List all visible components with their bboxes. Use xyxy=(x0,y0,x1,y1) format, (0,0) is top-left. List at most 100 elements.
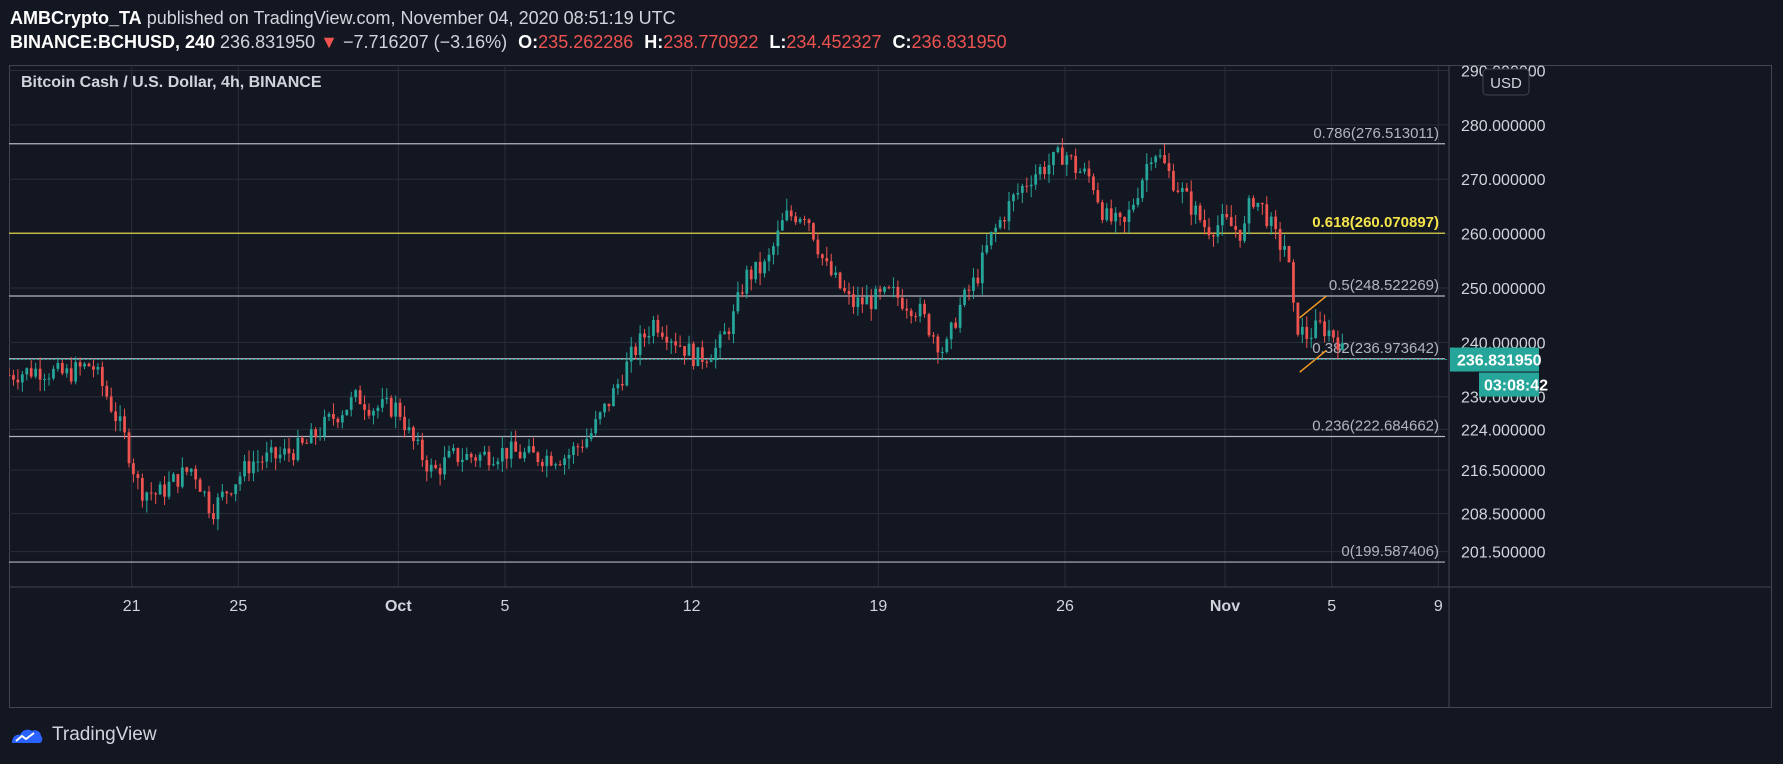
candle-body xyxy=(1269,216,1273,227)
candle-body xyxy=(376,407,380,411)
candle-body xyxy=(425,460,429,472)
candle-body xyxy=(620,384,624,386)
y-tick-label: 201.500000 xyxy=(1461,545,1546,562)
x-tick-label: 5 xyxy=(501,598,510,615)
candle-body xyxy=(967,289,971,291)
candle-body xyxy=(443,457,446,475)
candle-body xyxy=(723,331,726,335)
author-name[interactable]: AMBCrypto_TA xyxy=(10,8,142,28)
candle-body xyxy=(892,286,895,288)
candle-body xyxy=(274,447,278,459)
candle-body xyxy=(140,477,144,501)
candle-body xyxy=(1198,205,1202,220)
candle-body xyxy=(585,438,589,448)
candle-body xyxy=(878,288,882,292)
candle-body xyxy=(727,331,731,335)
candle-body xyxy=(1225,214,1229,218)
candle-body xyxy=(412,427,415,442)
candle-body xyxy=(1212,235,1215,237)
candle-body xyxy=(909,310,913,317)
y-tick-label: 270.000000 xyxy=(1461,172,1546,189)
candle-body xyxy=(229,493,233,495)
candle-body xyxy=(834,272,838,276)
candle-body xyxy=(136,474,140,478)
candle-body xyxy=(16,379,20,383)
candle-body xyxy=(83,363,86,367)
candle-body xyxy=(234,484,238,495)
candle-body xyxy=(1167,163,1171,171)
fib-level-label: 0.382(236.973642) xyxy=(1312,340,1439,357)
candle-body xyxy=(292,453,295,461)
candle-body xyxy=(1238,229,1242,241)
candle-body xyxy=(940,351,944,353)
candle-body xyxy=(1100,202,1104,220)
candle-body xyxy=(745,269,749,294)
candle-body xyxy=(838,272,842,289)
candle-body xyxy=(1340,343,1344,351)
candle-body xyxy=(252,461,255,474)
candle-body xyxy=(1323,321,1326,337)
candle-body xyxy=(1260,202,1264,205)
candle-body xyxy=(1234,226,1238,230)
candle-body xyxy=(763,261,766,274)
candle-body xyxy=(403,416,406,431)
candle-body xyxy=(758,261,762,274)
candle-body xyxy=(1118,212,1122,218)
candle-body xyxy=(847,291,851,295)
tradingview-brand[interactable]: TradingView xyxy=(52,724,157,745)
candle-body xyxy=(327,413,331,417)
candle-body xyxy=(1020,185,1024,193)
candle-body xyxy=(1007,201,1011,222)
symbol-label[interactable]: BINANCE:BCHUSD, 240 xyxy=(10,32,216,52)
y-tick-label: 208.500000 xyxy=(1461,507,1546,524)
candle-body xyxy=(420,439,424,461)
candle-body xyxy=(349,397,353,410)
fib-level-label: 0.236(222.684662) xyxy=(1312,417,1439,434)
candle-body xyxy=(825,258,829,262)
candle-body xyxy=(647,335,651,338)
candle-body xyxy=(860,297,864,305)
candle-body xyxy=(883,287,886,292)
candle-body xyxy=(1158,155,1162,157)
candle-body xyxy=(936,336,940,353)
candle-body xyxy=(945,339,949,352)
candle-body xyxy=(874,288,878,310)
candle-body xyxy=(1265,204,1269,227)
candle-body xyxy=(1207,227,1211,236)
candle-body xyxy=(998,220,1002,228)
currency-button[interactable] xyxy=(1482,68,1530,96)
candle-body xyxy=(265,452,269,462)
tradingview-logo-icon xyxy=(12,729,43,743)
candle-body xyxy=(47,378,51,380)
channel-line[interactable] xyxy=(1299,295,1327,319)
candle-body xyxy=(1229,217,1233,227)
current-price-badge xyxy=(1450,347,1539,372)
candle-body xyxy=(12,375,15,380)
candle-body xyxy=(203,491,206,493)
candle-body xyxy=(309,429,313,444)
candle-body xyxy=(994,227,998,232)
open-label: O: xyxy=(518,32,539,52)
candle-body xyxy=(1078,171,1082,173)
y-tick-label: 250.000000 xyxy=(1461,281,1546,298)
candle-body xyxy=(643,333,646,338)
candle-body xyxy=(576,446,580,448)
candle-body xyxy=(549,455,553,466)
chart-area[interactable]: 0.786(276.513011) 0.618(260.070897) 0.5(24… xyxy=(7,63,1772,708)
high-label: H: xyxy=(644,32,664,52)
candle-body xyxy=(949,322,953,340)
candle-body xyxy=(1109,208,1113,222)
candle-body xyxy=(1074,155,1078,173)
channel-line[interactable] xyxy=(1299,349,1327,373)
candle-body xyxy=(65,368,69,374)
x-tick-label: 5 xyxy=(1327,598,1336,615)
candle-body xyxy=(798,218,802,223)
candle-body xyxy=(1069,155,1073,157)
x-tick-label: Oct xyxy=(385,598,412,615)
candle-body xyxy=(865,296,869,305)
candle-body xyxy=(1203,219,1206,228)
chart-svg[interactable]: 0.786(276.513011) 0.618(260.070897) 0.5(24… xyxy=(7,63,1772,708)
candle-body xyxy=(1314,320,1318,338)
candle-body xyxy=(598,412,602,420)
candle-body xyxy=(163,484,166,497)
